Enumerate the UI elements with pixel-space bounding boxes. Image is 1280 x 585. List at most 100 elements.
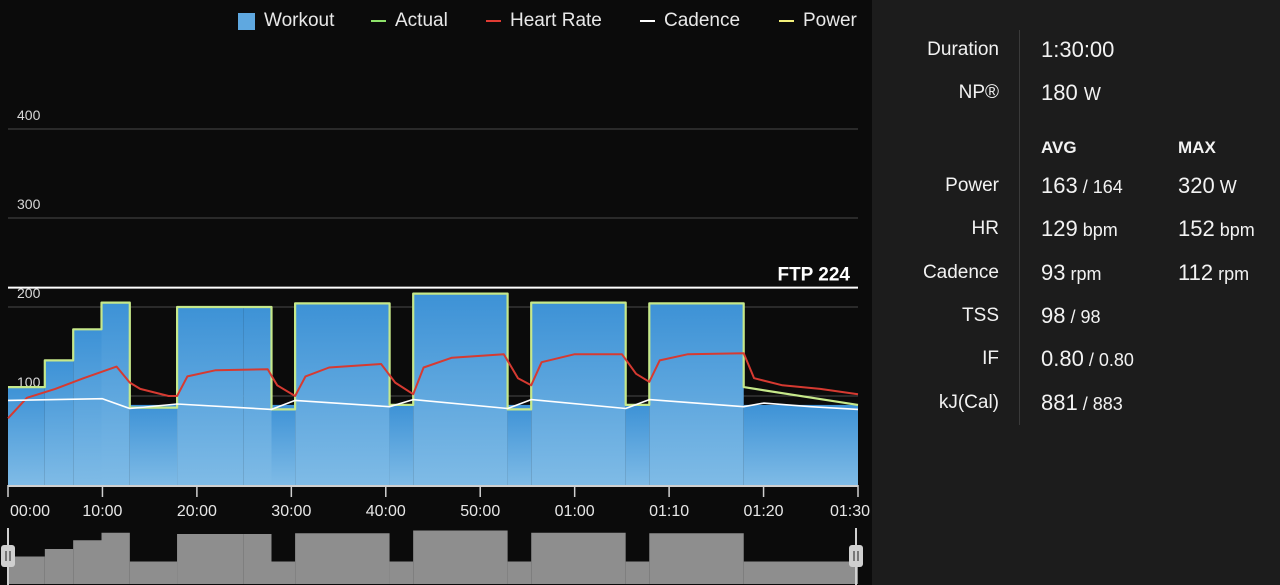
- overview-block: [743, 561, 858, 584]
- stat-max-value: 320 W: [1178, 173, 1237, 199]
- overview-block: [73, 540, 102, 584]
- workout-block: [649, 304, 744, 485]
- x-tick-label: 00:00: [10, 503, 50, 520]
- ftp-label: FTP 224: [777, 265, 850, 286]
- stat-avg-value: 93 rpm: [1041, 260, 1101, 286]
- np-value: 180: [1041, 80, 1078, 105]
- x-tick-label: 50:00: [460, 503, 500, 520]
- overview-block: [531, 532, 626, 584]
- workout-block: [177, 307, 244, 485]
- overview-block: [44, 549, 74, 584]
- legend-workout-label: Workout: [264, 10, 335, 31]
- stat-label-if: IF: [982, 348, 999, 369]
- max-number: 112: [1178, 260, 1214, 285]
- workout-block: [129, 404, 178, 485]
- y-tick-label: 400: [17, 107, 41, 123]
- stat-avg-value: 0.80 / 0.80: [1041, 346, 1134, 372]
- y-tick-label: 200: [17, 285, 41, 301]
- overview-block: [271, 561, 296, 584]
- avg-unit: / 883: [1077, 394, 1123, 414]
- x-tick-label: 40:00: [366, 503, 406, 520]
- legend-power-label: Power: [803, 10, 857, 31]
- overview-block: [413, 530, 508, 584]
- workout-block: [295, 304, 390, 485]
- workout-block: [507, 404, 532, 485]
- overview-block: [101, 532, 130, 584]
- power-line-icon: [779, 20, 794, 22]
- workout-swatch-icon: [238, 12, 255, 30]
- x-tick-label: 01:00: [555, 503, 595, 520]
- workout-block: [389, 404, 414, 485]
- avg-unit: rpm: [1065, 264, 1102, 284]
- legend-cadence-label: Cadence: [664, 10, 741, 31]
- x-tick-label: 01:30: [830, 503, 870, 520]
- max-header: MAX: [1178, 138, 1216, 157]
- chart-legend: Workout Actual Heart Rate Cadence Power: [0, 0, 872, 40]
- overview-block: [243, 534, 272, 584]
- max-unit: rpm: [1213, 264, 1250, 284]
- avg-number: 0.80: [1041, 346, 1084, 371]
- x-tick-label: 30:00: [271, 503, 311, 520]
- avg-unit: / 0.80: [1083, 350, 1134, 370]
- x-tick-label: 20:00: [177, 503, 217, 520]
- actual-line-icon: [371, 20, 386, 22]
- x-tick-label: 01:20: [744, 503, 784, 520]
- y-tick-label: 300: [17, 196, 41, 212]
- cadence-series-line: [7, 397, 859, 411]
- stat-label-hr: HR: [971, 218, 999, 239]
- workout-chart-panel: Workout Actual Heart Rate Cadence Power …: [0, 0, 872, 585]
- stat-avg-value: 881 / 883: [1041, 390, 1123, 416]
- stat-max-value: 152 bpm: [1178, 216, 1255, 242]
- overview-left-handle[interactable]: [1, 545, 15, 567]
- overview-block: [649, 533, 744, 584]
- stat-avg-value: 98 / 98: [1041, 303, 1101, 329]
- legend-workout[interactable]: Workout: [238, 10, 334, 32]
- overview-block: [129, 561, 178, 584]
- heart-rate-series-line: [7, 352, 859, 419]
- overview-block: [389, 561, 414, 584]
- avg-unit: bpm: [1077, 220, 1118, 240]
- legend-heart-rate[interactable]: Heart Rate: [486, 10, 602, 32]
- np-label: NP®: [958, 82, 999, 103]
- stat-label-kjcal: kJ(Cal): [938, 392, 999, 413]
- workout-block: [243, 307, 272, 485]
- duration-value: 1:30:00: [1041, 37, 1115, 62]
- workout-stats-panel: Duration 1:30:00 NP® 180 W AVG MAX Power…: [872, 0, 1280, 585]
- avg-number: 93: [1041, 260, 1066, 285]
- legend-cadence[interactable]: Cadence: [640, 10, 740, 32]
- max-unit: bpm: [1214, 220, 1255, 240]
- workout-block: [625, 404, 650, 485]
- np-value-group: 180 W: [1041, 80, 1101, 106]
- workout-block: [8, 387, 45, 485]
- stat-label-tss: TSS: [962, 305, 999, 326]
- avg-number: 881: [1041, 390, 1078, 415]
- overview-block: [507, 561, 532, 584]
- cadence-line-icon: [640, 20, 655, 22]
- workout-block: [101, 302, 130, 485]
- workout-block: [73, 329, 102, 485]
- legend-actual[interactable]: Actual: [371, 10, 448, 32]
- workout-block: [413, 294, 508, 485]
- stats-divider: [1019, 30, 1020, 425]
- overview-block: [295, 533, 390, 584]
- stat-avg-value: 163 / 164: [1041, 173, 1123, 199]
- stat-avg-value: 129 bpm: [1041, 216, 1118, 242]
- max-number: 152: [1178, 216, 1215, 241]
- overview-block: [625, 561, 650, 584]
- duration-label: Duration: [927, 39, 999, 60]
- stat-max-value: 112 rpm: [1178, 260, 1249, 286]
- avg-unit: / 98: [1065, 307, 1101, 327]
- power-series-line: [8, 292, 859, 411]
- workout-block: [743, 404, 858, 485]
- max-number: 320: [1178, 173, 1215, 198]
- legend-heart-rate-label: Heart Rate: [510, 10, 602, 31]
- heart-rate-line-icon: [486, 20, 501, 22]
- legend-power[interactable]: Power: [779, 10, 857, 32]
- stat-label-cadence: Cadence: [922, 262, 999, 283]
- max-unit: W: [1214, 177, 1237, 197]
- legend-actual-label: Actual: [395, 10, 448, 31]
- x-tick-label: 10:00: [82, 503, 122, 520]
- overview-right-handle[interactable]: [849, 545, 863, 567]
- avg-header: AVG: [1041, 138, 1077, 157]
- np-unit: W: [1083, 84, 1101, 104]
